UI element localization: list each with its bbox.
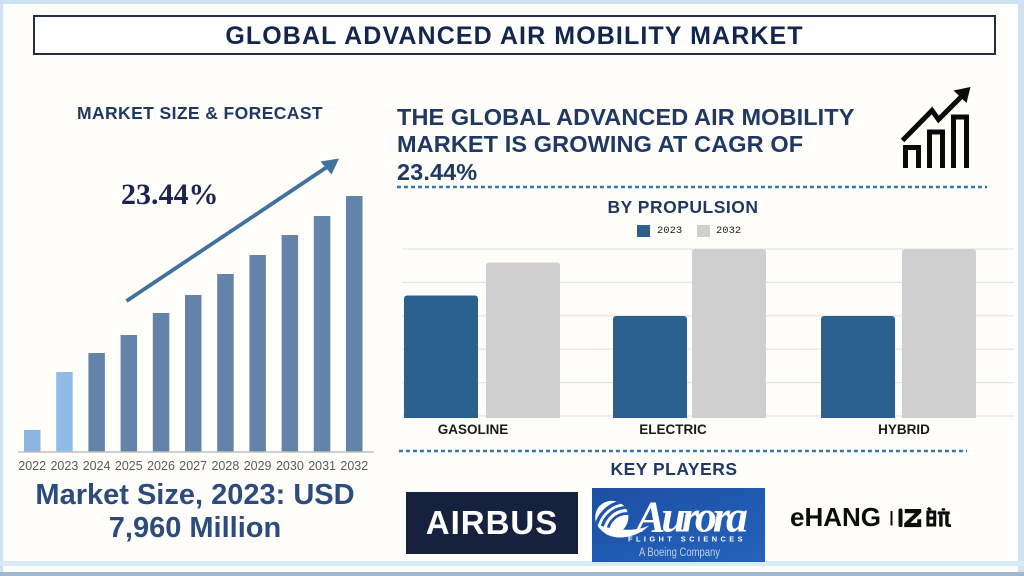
svg-text:2031: 2031 xyxy=(308,459,336,473)
svg-text:2030: 2030 xyxy=(276,459,304,473)
svg-text:2028: 2028 xyxy=(211,459,239,473)
svg-text:A Boeing Company: A Boeing Company xyxy=(639,547,720,559)
svg-text:2025: 2025 xyxy=(115,459,143,473)
svg-text:2026: 2026 xyxy=(147,459,175,473)
svg-text:HYBRID: HYBRID xyxy=(878,422,930,437)
svg-text:2027: 2027 xyxy=(179,459,207,473)
svg-text:ELECTRIC: ELECTRIC xyxy=(639,422,707,437)
svg-text:2029: 2029 xyxy=(244,459,272,473)
svg-text:FLIGHT SCIENCES: FLIGHT SCIENCES xyxy=(628,535,746,544)
svg-text:2024: 2024 xyxy=(83,459,111,473)
svg-text:eHANG: eHANG xyxy=(790,502,881,532)
svg-text:2023: 2023 xyxy=(50,459,78,473)
svg-text:2022: 2022 xyxy=(18,459,46,473)
svg-text:GASOLINE: GASOLINE xyxy=(438,422,509,437)
svg-text:2032: 2032 xyxy=(340,459,368,473)
svg-text:Aurora: Aurora xyxy=(633,493,748,542)
